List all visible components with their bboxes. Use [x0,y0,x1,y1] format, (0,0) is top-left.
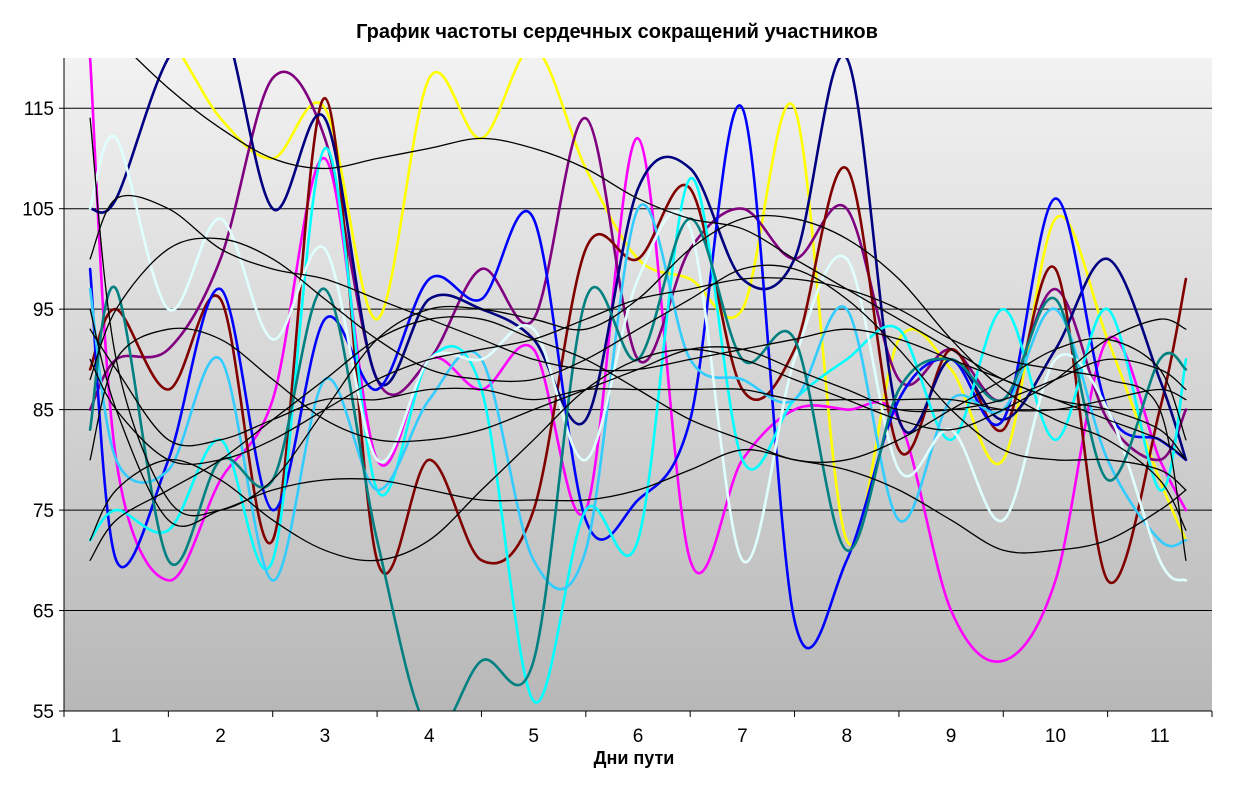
series-line-5 [88,58,1188,462]
y-tick-label: 105 [22,200,54,221]
x-tick-label: 5 [528,726,539,747]
series-line-19 [89,318,1187,562]
x-tick-label: 9 [946,726,957,747]
series-line-20 [89,277,1187,561]
x-tick-label: 10 [1045,726,1066,747]
x-tick-label: 7 [737,726,748,747]
series-line-12 [89,117,1187,531]
series-line-14 [89,237,1187,491]
y-tick-label: 75 [33,501,54,522]
x-tick-labels: 1 2 3 4 5 6 7 8 9 10 11 [111,726,1170,747]
y-tick-labels: 55 65 75 85 95 105 115 [22,99,54,723]
series-line-4 [88,96,1188,585]
series-line-9 [88,134,1188,582]
y-tick-label: 115 [24,99,54,120]
series-line-15 [89,327,1187,461]
y-tick-label: 65 [33,602,54,623]
x-tick-label: 11 [1150,726,1170,747]
x-axis-label: Дни пути [594,748,675,768]
y-tick-label: 55 [33,702,54,723]
series-line-18 [89,316,1187,561]
y-tick-label: 95 [33,300,54,321]
series-line-7 [88,147,1188,704]
plot-area [64,58,1212,711]
x-tick-label: 1 [111,726,122,747]
chart-title: График частоты сердечных сокращений учас… [356,21,878,43]
series-line-17 [89,308,1187,554]
x-tick-label: 4 [424,726,435,747]
series-line-6 [88,104,1188,650]
series-lines [88,58,1188,711]
x-tick-label: 2 [215,726,226,747]
x-tick-label: 3 [320,726,331,747]
x-tick-label: 8 [841,726,852,747]
gridlines [59,107,1213,717]
series-line-8 [88,203,1188,591]
x-tick-label: 6 [633,726,644,747]
y-tick-label: 85 [33,401,54,422]
